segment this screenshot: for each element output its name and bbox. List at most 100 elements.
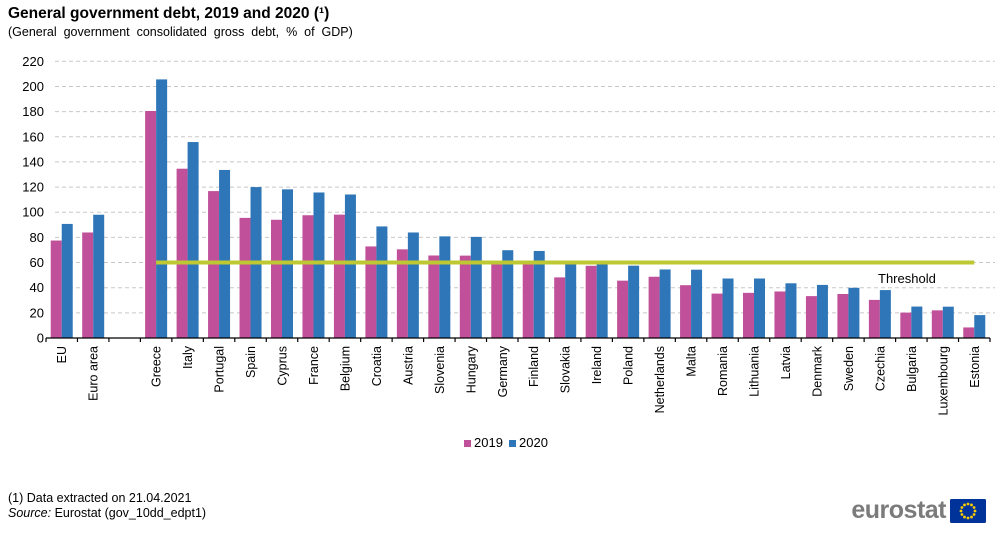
y-tick-label: 20 xyxy=(30,305,44,320)
y-tick-label: 40 xyxy=(30,280,44,295)
bar-hungary-2019 xyxy=(459,255,471,338)
bar-estonia-2020 xyxy=(974,315,986,338)
y-tick-label: 180 xyxy=(22,104,44,119)
x-label-hungary: Hungary xyxy=(464,345,478,393)
bar-ireland-2020 xyxy=(596,263,608,338)
bar-eu-2019 xyxy=(50,240,62,338)
flag-star xyxy=(959,509,963,512)
x-label-estonia: Estonia xyxy=(968,346,982,388)
bar-malta-2020 xyxy=(691,269,703,338)
flag-star xyxy=(970,503,973,506)
bar-germany-2020 xyxy=(502,250,514,338)
bar-romania-2020 xyxy=(722,278,734,338)
x-label-euro-area: Euro area xyxy=(87,346,101,401)
source-line: Source: Eurostat (gov_10dd_edpt1) xyxy=(8,506,206,520)
footnote: (1) Data extracted on 21.04.2021 xyxy=(8,491,192,505)
bar-poland-2019 xyxy=(617,280,629,338)
x-label-netherlands: Netherlands xyxy=(653,346,667,413)
bar-romania-2019 xyxy=(711,293,723,338)
y-tick-label: 220 xyxy=(22,54,44,69)
bar-slovakia-2020 xyxy=(565,261,577,338)
bar-sweden-2020 xyxy=(848,287,860,338)
bar-austria-2019 xyxy=(396,249,408,338)
bar-eu-2020 xyxy=(61,223,73,338)
y-tick-label: 120 xyxy=(22,180,44,195)
x-label-italy: Italy xyxy=(181,345,195,369)
x-label-belgium: Belgium xyxy=(338,346,352,391)
flag-star xyxy=(960,505,964,509)
bar-ireland-2019 xyxy=(585,265,597,338)
x-label-austria: Austria xyxy=(401,346,415,385)
bar-germany-2019 xyxy=(491,262,503,338)
legend-swatch-2020 xyxy=(509,440,516,447)
bar-belgium-2020 xyxy=(344,194,356,338)
bar-latvia-2020 xyxy=(785,283,797,338)
eurostat-logo: eurostat xyxy=(851,496,986,525)
flag-star xyxy=(960,512,964,516)
flag-field xyxy=(950,498,986,523)
bar-bulgaria-2019 xyxy=(900,312,912,338)
x-label-ireland: Ireland xyxy=(590,346,604,384)
bar-sweden-2019 xyxy=(837,293,849,338)
eurostat-logo-text: eurostat xyxy=(851,496,946,524)
flag-star xyxy=(972,505,976,509)
x-label-greece: Greece xyxy=(150,346,164,387)
flag-star xyxy=(966,502,970,505)
x-label-luxembourg: Luxembourg xyxy=(936,346,950,416)
y-tick-label: 160 xyxy=(22,129,44,144)
flag-star xyxy=(973,509,977,512)
bar-croatia-2020 xyxy=(376,226,388,338)
legend-label-2020: 2020 xyxy=(519,435,548,450)
flag-star xyxy=(966,516,970,519)
bar-slovenia-2020 xyxy=(439,236,451,338)
bar-euro-area-2020 xyxy=(93,214,105,338)
x-label-france: France xyxy=(307,346,321,385)
y-tick-label: 60 xyxy=(30,255,44,270)
x-label-latvia: Latvia xyxy=(779,346,793,379)
bar-croatia-2019 xyxy=(365,246,377,338)
bar-spain-2019 xyxy=(239,217,251,338)
x-label-eu: EU xyxy=(55,346,69,363)
x-label-slovakia: Slovakia xyxy=(559,346,573,393)
chart-title: General government debt, 2019 and 2020 (… xyxy=(8,5,330,22)
bar-austria-2020 xyxy=(407,232,419,338)
bar-portugal-2020 xyxy=(219,169,231,338)
bar-czechia-2020 xyxy=(879,290,891,338)
x-label-denmark: Denmark xyxy=(810,345,824,396)
bar-euro-area-2019 xyxy=(82,232,94,338)
threshold-label: Threshold xyxy=(878,271,936,286)
bar-cyprus-2019 xyxy=(271,219,283,338)
x-label-bulgaria: Bulgaria xyxy=(905,346,919,392)
y-tick-label: 0 xyxy=(37,331,44,346)
source-label: Source: xyxy=(8,506,52,520)
x-label-germany: Germany xyxy=(496,345,510,397)
x-label-lithuania: Lithuania xyxy=(748,346,762,397)
legend-label-2019: 2019 xyxy=(474,435,503,450)
flag-star xyxy=(970,515,973,518)
flag-star xyxy=(963,515,966,518)
bar-estonia-2019 xyxy=(963,327,975,338)
bar-portugal-2019 xyxy=(208,191,220,338)
bar-hungary-2020 xyxy=(470,236,482,338)
bar-greece-2019 xyxy=(145,110,157,338)
chart-subtitle: (General government consolidated gross d… xyxy=(8,25,353,39)
x-label-poland: Poland xyxy=(622,346,636,385)
source-text: Eurostat (gov_10dd_edpt1) xyxy=(54,506,207,520)
eu-flag-icon xyxy=(950,498,986,523)
flag-star xyxy=(972,512,976,516)
bar-netherlands-2019 xyxy=(648,276,660,338)
bar-lithuania-2019 xyxy=(743,292,755,338)
x-label-slovenia: Slovenia xyxy=(433,346,447,394)
bar-poland-2020 xyxy=(628,265,640,338)
bar-france-2019 xyxy=(302,215,314,338)
bar-malta-2019 xyxy=(680,285,692,338)
bar-bulgaria-2020 xyxy=(911,306,923,338)
x-label-malta: Malta xyxy=(685,346,699,377)
bar-luxembourg-2020 xyxy=(942,306,954,338)
bar-france-2020 xyxy=(313,192,325,338)
bar-chart: Threshold 0 20 40 60 80 100 120 140 160 180 200 220 E… xyxy=(22,54,995,450)
bar-denmark-2019 xyxy=(805,296,817,338)
legend-swatch-2019 xyxy=(464,440,471,447)
x-label-portugal: Portugal xyxy=(213,346,227,393)
y-tick-label: 200 xyxy=(22,79,44,94)
